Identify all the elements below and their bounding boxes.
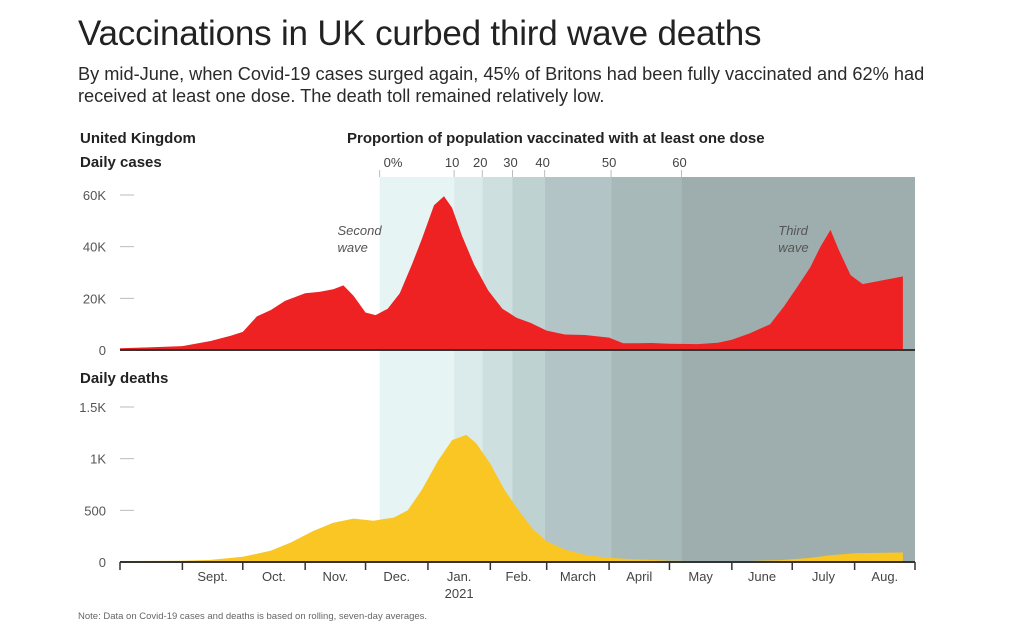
wave-annotation: Second [337,223,382,238]
chart-subtitle: By mid-June, when Covid-19 cases surged … [78,64,925,106]
x-tick-label: May [688,569,713,584]
deaths-y-tick-label: 0 [99,555,106,570]
band-label: 0% [384,155,403,170]
cases-y-tick-label: 20K [83,291,106,306]
x-tick-label: Sept. [197,569,227,584]
deaths-y-tick-label: 1.5K [79,400,106,415]
x-tick-label: Feb. [505,569,531,584]
x-tick-label: Oct. [262,569,286,584]
deaths-area [120,434,903,562]
x-tick-label: July [812,569,836,584]
x-year-label: 2021 [445,586,474,601]
vaccination-band [611,177,682,562]
deaths-y-tick-label: 500 [84,503,106,518]
x-tick-label: Nov. [322,569,348,584]
band-label: 30 [503,155,517,170]
cases-panel-label: Daily cases [80,154,162,171]
cases-y-tick-label: 40K [83,240,106,255]
chart-title: Vaccinations in UK curbed third wave dea… [78,14,762,53]
deaths-panel-label: Daily deaths [80,370,168,387]
cases-y-tick-label: 0 [99,343,106,358]
wave-annotation: wave [337,240,367,255]
band-label: 60 [672,155,686,170]
wave-annotation: Third [778,223,808,238]
deaths-panel: 0 500 1K 1.5K [79,400,903,570]
cases-y-tick-label: 60K [83,188,106,203]
x-axis: Sept. Oct. Nov. Dec. Jan. Feb. March April May Ju… [119,561,916,601]
chart-note: Note: Data on Covid-19 cases and deaths … [78,611,428,622]
x-tick-label: April [626,569,652,584]
deaths-y-tick-label: 1K [90,452,106,467]
band-label: 40 [535,155,549,170]
x-tick-label: Aug. [871,569,898,584]
wave-annotation: wave [778,240,808,255]
band-label: 20 [473,155,487,170]
vaccination-band [512,177,545,562]
x-tick-label: Dec. [383,569,410,584]
region-label: United Kingdom [80,130,196,147]
vaccination-band [544,177,612,562]
cases-panel: 0 20K 40K 60K Second wave Third wave [83,188,915,358]
cases-area [120,196,903,350]
band-label: 50 [602,155,616,170]
vaccination-band [681,177,915,562]
x-tick-label: Jan. [447,569,472,584]
x-tick-label: March [560,569,596,584]
band-label: 10 [445,155,459,170]
x-tick-label: June [748,569,776,584]
vaccination-band-title: Proportion of population vaccinated with… [347,130,765,147]
